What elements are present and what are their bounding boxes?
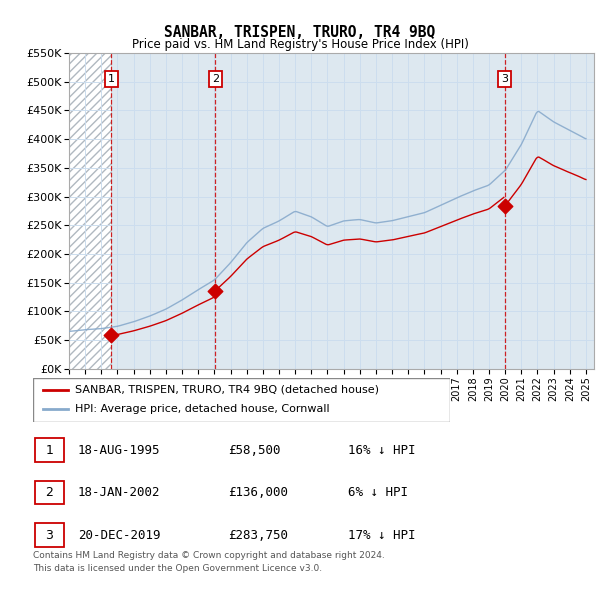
Text: SANBAR, TRISPEN, TRURO, TR4 9BQ: SANBAR, TRISPEN, TRURO, TR4 9BQ [164,25,436,40]
Text: HPI: Average price, detached house, Cornwall: HPI: Average price, detached house, Corn… [75,405,329,414]
Text: 3: 3 [501,74,508,84]
Text: 17% ↓ HPI: 17% ↓ HPI [348,529,415,542]
Point [107,330,116,340]
Text: £58,500: £58,500 [228,444,281,457]
Text: This data is licensed under the Open Government Licence v3.0.: This data is licensed under the Open Gov… [33,563,322,572]
FancyBboxPatch shape [35,523,64,547]
Text: Contains HM Land Registry data © Crown copyright and database right 2024.: Contains HM Land Registry data © Crown c… [33,550,385,559]
Text: 18-AUG-1995: 18-AUG-1995 [78,444,161,457]
Point [500,201,509,211]
Text: 2: 2 [46,486,53,499]
Text: 20-DEC-2019: 20-DEC-2019 [78,529,161,542]
FancyBboxPatch shape [35,481,64,504]
Text: £136,000: £136,000 [228,486,288,499]
Text: 1: 1 [46,444,53,457]
FancyBboxPatch shape [35,438,64,462]
Text: 16% ↓ HPI: 16% ↓ HPI [348,444,415,457]
Point [211,286,220,296]
Text: 6% ↓ HPI: 6% ↓ HPI [348,486,408,499]
Text: 18-JAN-2002: 18-JAN-2002 [78,486,161,499]
Text: 1: 1 [108,74,115,84]
Text: Price paid vs. HM Land Registry's House Price Index (HPI): Price paid vs. HM Land Registry's House … [131,38,469,51]
Text: SANBAR, TRISPEN, TRURO, TR4 9BQ (detached house): SANBAR, TRISPEN, TRURO, TR4 9BQ (detache… [75,385,379,395]
Text: 3: 3 [46,529,53,542]
Text: 2: 2 [212,74,219,84]
FancyBboxPatch shape [33,378,450,422]
Text: £283,750: £283,750 [228,529,288,542]
